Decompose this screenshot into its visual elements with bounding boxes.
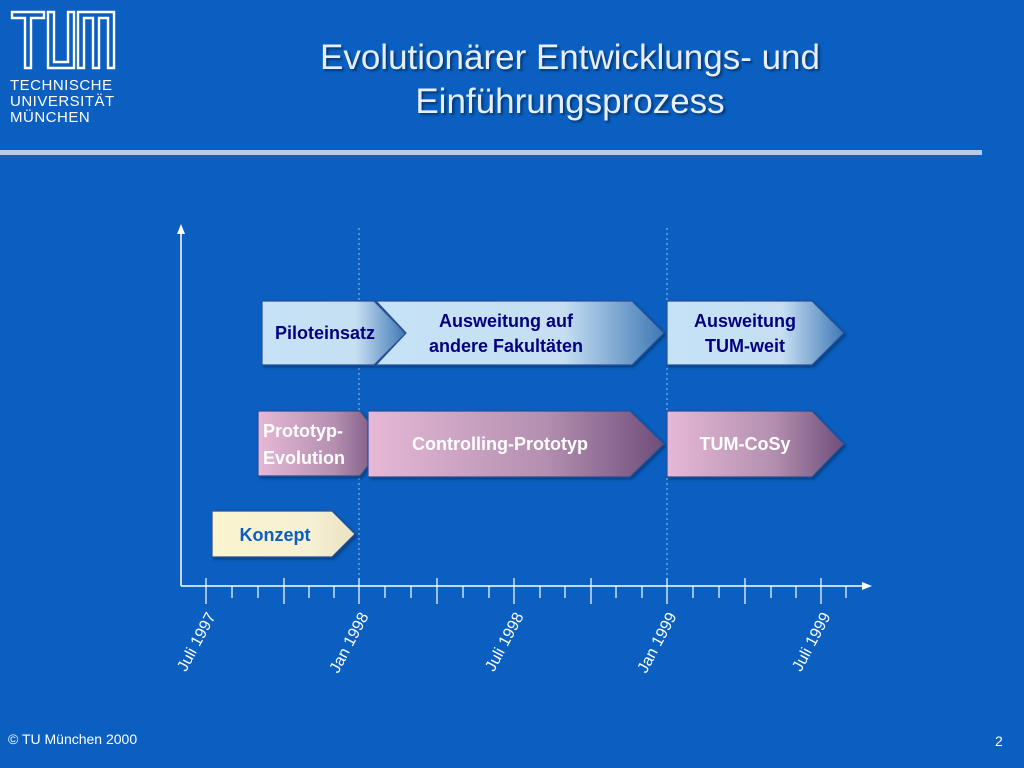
- tick-label-juli-1998: Juli 1998: [482, 610, 527, 675]
- phase-shape: [374, 300, 665, 366]
- phase-piloteinsatz: Piloteinsatz: [261, 300, 407, 366]
- phase-shape: [261, 300, 407, 366]
- title-divider: [0, 150, 982, 155]
- phase-label-line-2: Evolution: [263, 448, 345, 468]
- phase-shape: [367, 410, 665, 478]
- tick-label-juli-1997: Juli 1997: [174, 610, 219, 675]
- phase-label-line-1: Ausweitung: [694, 311, 796, 331]
- phase-ausweitung-tum-weit: Ausweitung TUM-weit: [666, 300, 845, 366]
- x-axis-arrow: [862, 582, 872, 590]
- phase-label: Controlling-Prototyp: [412, 434, 588, 454]
- x-axis-ticks: [205, 578, 847, 604]
- phase-shape: [211, 510, 356, 558]
- title-line-2: Einführungsprozess: [415, 82, 725, 121]
- phase-tum-cosy: TUM-CoSy: [666, 410, 845, 478]
- logo-line-2: UNIVERSITÄT: [10, 93, 115, 110]
- footer-copyright: © TU München 2000: [8, 731, 138, 747]
- title-line-1: Evolutionärer Entwicklungs- und: [320, 38, 820, 77]
- phase-controlling-prototyp: Controlling-Prototyp: [367, 410, 665, 478]
- slide-title: Evolutionärer Entwicklungs- und Einführu…: [190, 36, 950, 124]
- phase-label-line-1: Ausweitung auf: [439, 311, 574, 331]
- y-axis-arrow: [177, 224, 185, 234]
- phase-label-line-2: TUM-weit: [705, 336, 785, 356]
- phase-konzept: Konzept: [211, 510, 356, 558]
- logo-line-3: MÜNCHEN: [10, 109, 91, 126]
- tick-label-juli-1999: Juli 1999: [789, 610, 834, 675]
- phase-label-line-2: andere Fakultäten: [429, 336, 583, 356]
- phase-label-line-1: Prototyp-: [263, 421, 343, 441]
- phase-ausweitung-fakultaeten: Ausweitung auf andere Fakultäten: [374, 300, 665, 366]
- phase-shape: [666, 410, 845, 478]
- tum-logo: TECHNISCHE UNIVERSITÄT MÜNCHEN: [10, 10, 120, 126]
- phase-prototyp-evolution: Prototyp- Evolution: [257, 410, 387, 477]
- phase-label: Konzept: [240, 525, 311, 545]
- phase-shape: [666, 300, 845, 366]
- page-number: 2: [995, 733, 1003, 749]
- tick-label-jan-1999: Jan 1999: [635, 610, 681, 676]
- tum-logo-mark: [10, 10, 116, 70]
- phase-label: TUM-CoSy: [700, 434, 791, 454]
- phase-label: Piloteinsatz: [275, 323, 375, 343]
- logo-line-1: TECHNISCHE: [10, 77, 113, 94]
- tick-label-jan-1998: Jan 1998: [327, 610, 373, 676]
